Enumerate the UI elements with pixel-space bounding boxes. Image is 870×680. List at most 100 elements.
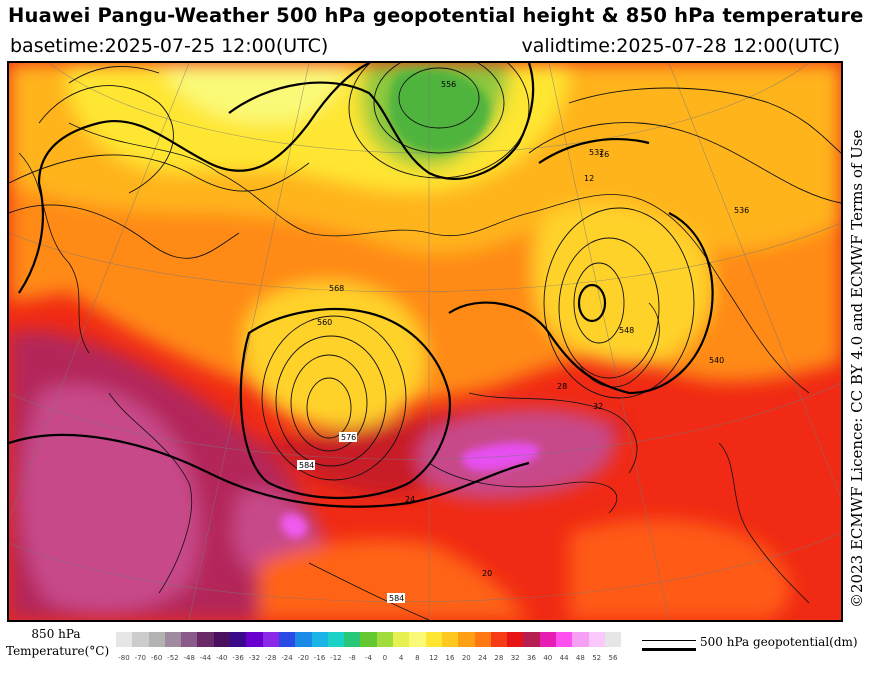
colorbar-tick-label: -40 [216,654,228,662]
colorbar-cell [230,632,247,647]
colorbar-cell [572,632,589,647]
temp-label-24: 24 [405,495,415,504]
colorbar-cell [278,632,296,647]
colorbar-tick-label: 4 [398,654,404,662]
colorbar-tick-label: 24 [478,654,488,662]
colorbar-tick-label: 16 [445,654,455,662]
temp-label-28: 28 [557,382,567,391]
colorbar-cell [523,632,540,647]
colorbar-cell [295,632,312,647]
colorbar-cell [360,632,377,647]
colorbar-cell [588,632,605,647]
heat-core-shading-2 [281,513,307,539]
contour-label-576: 576 [341,433,356,442]
colorbar-cell [181,632,198,647]
colorbar-cell [409,632,426,647]
colorbar-tick-label: -24 [281,654,293,662]
contour-label-540: 540 [709,356,724,365]
contour-label-548: 548 [619,326,634,335]
validtime-label: validtime:2025-07-28 12:00(UTC) [521,35,840,57]
colorbar-cell [344,632,361,647]
licence-text: ©2023 ECMWF Licence: CC BY 4.0 and ECMWF… [848,129,866,608]
colorbar-tick-label: -80 [118,654,130,662]
temp-label-32: 32 [593,402,603,411]
colorbar-cell [539,632,557,647]
colorbar-cell [164,632,182,647]
legend: 500 hPa geopotential(dm) [640,634,870,658]
colorbar-cell [604,632,622,647]
colorbar-cell [327,632,345,647]
colorbar-tick-label: -8 [348,654,356,662]
weather-map[interactable]: 584 576 584 568 560 556 548 540 536 532 … [7,61,843,622]
colorbar-tick-label: 40 [543,654,553,662]
colorbar-tick-label: 12 [429,654,439,662]
contour-label-556: 556 [441,80,456,89]
colorbar-title: 850 hPa Temperature(°C) [6,626,110,660]
heat-core-shading [461,442,540,472]
map-canvas: 584 576 584 568 560 556 548 540 536 532 … [9,63,841,620]
colorbar-tick-label: -20 [297,654,310,662]
cold-core-shading [389,69,490,153]
legend-thin-line [642,640,696,641]
colorbar-cell [490,632,508,647]
colorbar-tick-label: -70 [134,654,147,662]
temperature-shading [9,63,841,620]
temp-label-16: 16 [599,150,609,159]
colorbar-title-line2: Temperature(°C) [6,644,110,658]
colorbar-tick-label: -4 [365,654,372,662]
colorbar-cell [197,632,214,647]
colorbar-cell [393,632,410,647]
colorbar-tick-label: 28 [494,654,504,662]
legend-label: 500 hPa geopotential(dm) [700,635,858,649]
colorbar-cell [213,632,231,647]
colorbar-cell [474,632,491,647]
colorbar-tick-label: 52 [592,654,602,662]
colorbar-cell [458,632,475,647]
colorbar-tick-label: -48 [183,654,195,662]
colorbar-labels: -80 -70 -60 -52 -48 -44 -40 -36 -32 -28 -24 -20 -16-… [116,654,636,666]
colorbar-tick-label: -32 [248,654,261,662]
temp-label-12: 12 [584,174,594,183]
colorbar-tick-label: -12 [330,654,342,662]
colorbar-cell [376,632,394,647]
colorbar-cell [116,632,133,647]
colorbar-tick-label: 36 [527,654,536,662]
contour-labels: 584 576 584 568 560 556 548 540 536 532 … [297,80,749,603]
basetime-label: basetime:2025-07-25 12:00(UTC) [10,35,329,57]
colorbar-tick-label: 32 [510,654,520,662]
colorbar-cell [262,632,279,647]
colorbar-cell [148,632,165,647]
colorbar-cell [311,632,328,647]
colorbar-tick-label: -28 [264,654,277,662]
contour-label-536: 536 [734,206,749,215]
geopotential-contours-bold [9,63,714,508]
contour-label-584b: 584 [389,594,404,603]
colorbar-tick-label: 56 [608,654,618,662]
label-box [339,432,357,442]
colorbar-tick-label: 8 [415,654,420,662]
colorbar-cell [425,632,442,647]
graticule [9,63,841,620]
colorbar-tick-label: -52 [167,654,179,662]
colorbar-cell [441,632,459,647]
colorbar-cell [507,632,524,647]
colorbar-cell [556,632,573,647]
colorbar-tick-label: -36 [232,654,244,662]
contour-label-560: 560 [317,318,332,327]
colorbar-tick-label: -60 [150,654,163,662]
colorbar-title-line1: 850 hPa [31,627,81,641]
colorbar-tick-label: 48 [575,654,585,662]
temp-label-20: 20 [482,569,492,578]
contour-label-532: 532 [589,148,604,157]
colorbar-tick-label: 44 [559,654,569,662]
colorbar-tick-label: -44 [199,654,212,662]
colorbar-cell [132,632,149,647]
colorbar-tick-label: 0 [382,654,388,662]
legend-bold-line [642,648,696,651]
colorbar-cell [246,632,263,647]
colorbar-tick-label: -16 [313,654,326,662]
page-title: Huawei Pangu-Weather 500 hPa geopotentia… [8,4,864,27]
label-box [297,460,315,470]
contour-label-584: 584 [299,461,314,470]
colorbar [116,632,622,647]
